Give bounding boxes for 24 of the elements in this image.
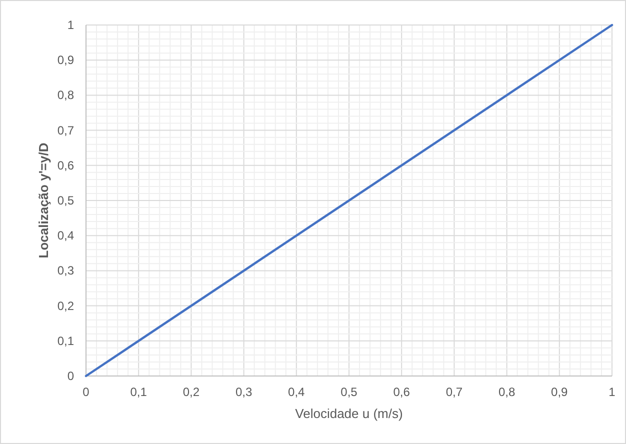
x-tick-label: 0,6 [393,385,410,399]
y-tick-label: 0,7 [57,123,74,138]
y-tick-label: 0 [67,369,74,383]
x-tick-label: 0,8 [498,385,516,399]
y-tick-label: 0,2 [57,298,74,313]
x-axis-title: Velocidade u (m/s) [295,406,403,421]
x-tick-label: 0,9 [551,385,568,399]
x-tick-label: 0,2 [182,385,200,399]
x-tick-label: 0,1 [130,385,148,399]
x-tick-label: 0,7 [446,385,463,399]
y-tick-label: 1 [67,18,74,32]
y-tick-label: 0,3 [57,264,74,278]
y-axis-title: Localização y'=y/D [36,142,51,258]
y-tick-label: 0,6 [57,158,74,172]
y-tick-label: 0,1 [57,334,74,348]
y-tick-label: 0,9 [57,53,74,68]
y-tick-label: 0,4 [57,228,74,243]
y-tick-label: 0,5 [57,194,74,208]
x-tick-label: 0 [82,385,90,399]
y-tick-label: 0,8 [57,88,74,102]
x-tick-label: 1 [608,385,616,399]
x-tick-label: 0,5 [340,385,358,399]
x-tick-label: 0,4 [288,385,306,399]
x-tick-label: 0,3 [235,385,252,399]
